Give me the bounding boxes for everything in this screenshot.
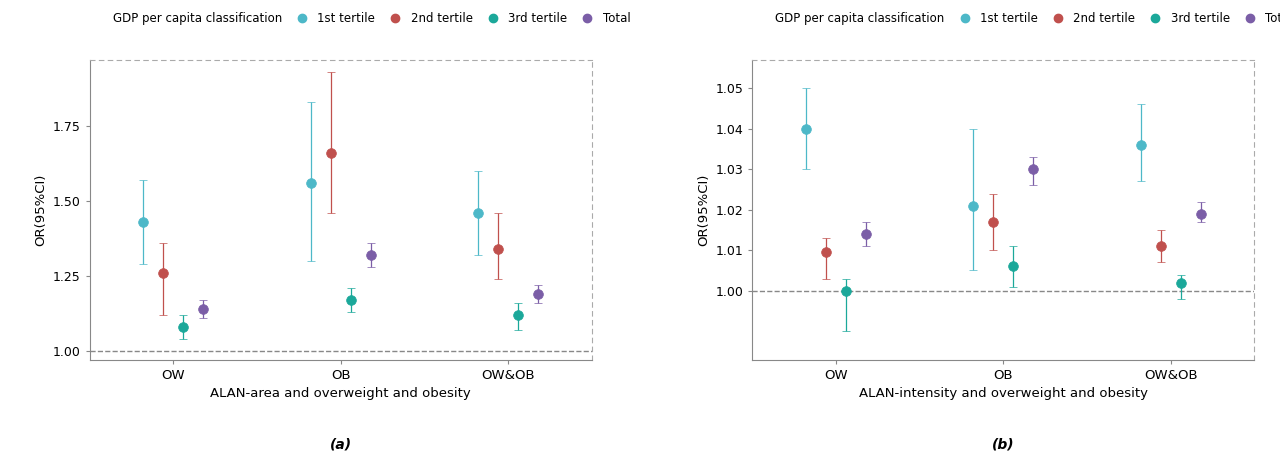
Legend: GDP per capita classification, 1st tertile, 2nd tertile, 3rd tertile, Total: GDP per capita classification, 1st terti… <box>86 12 630 25</box>
Text: (b): (b) <box>992 437 1015 451</box>
Legend: GDP per capita classification, 1st tertile, 2nd tertile, 3rd tertile, Total: GDP per capita classification, 1st terti… <box>749 12 1280 25</box>
X-axis label: ALAN-area and overweight and obesity: ALAN-area and overweight and obesity <box>210 387 471 400</box>
X-axis label: ALAN-intensity and overweight and obesity: ALAN-intensity and overweight and obesit… <box>859 387 1148 400</box>
Y-axis label: OR(95%CI): OR(95%CI) <box>35 174 47 246</box>
Y-axis label: OR(95%CI): OR(95%CI) <box>696 174 710 246</box>
Text: (a): (a) <box>329 437 352 451</box>
